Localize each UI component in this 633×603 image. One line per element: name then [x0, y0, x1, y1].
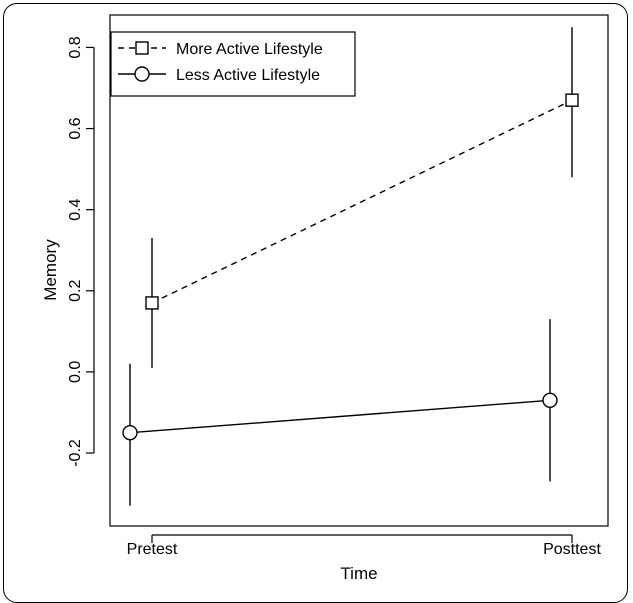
legend: More Active Lifestyle Less Active Lifesty…: [110, 31, 356, 97]
data-point-circle: [122, 425, 138, 441]
x-tick-label: Pretest: [127, 541, 178, 558]
series-layer: [122, 27, 579, 506]
y-tick-label: 0.0: [67, 361, 84, 383]
y-tick-label: 0.6: [67, 117, 84, 139]
legend-label: More Active Lifestyle: [176, 41, 323, 58]
x-axis-title: Time: [340, 564, 377, 581]
data-point-circle: [542, 392, 558, 408]
y-tick-label: 0.4: [67, 198, 84, 220]
x-axis: Pretest Posttest: [127, 534, 601, 558]
y-axis: -0.2 0.0 0.2 0.4 0.6 0.8: [67, 36, 95, 467]
legend-box: [110, 31, 356, 97]
legend-marker-circle: [134, 66, 150, 82]
data-point-square: [565, 93, 579, 107]
y-axis-title: Memory: [41, 239, 60, 301]
plot-area-border: [109, 14, 609, 527]
x-tick-label: Posttest: [543, 541, 601, 558]
series-line: [151, 99, 573, 304]
y-tick-label: -0.2: [67, 439, 84, 467]
y-tick-label: 0.8: [67, 36, 84, 58]
memory-chart: -0.2 0.0 0.2 0.4 0.6 0.8 Pretest Posttest Time…: [41, 14, 609, 581]
legend-label: Less Active Lifestyle: [176, 67, 320, 84]
series-line: [129, 399, 551, 434]
figure-frame: [3, 3, 628, 603]
y-tick-label: 0.2: [67, 280, 84, 302]
legend-marker-square: [135, 41, 149, 55]
data-point-square: [145, 296, 159, 310]
